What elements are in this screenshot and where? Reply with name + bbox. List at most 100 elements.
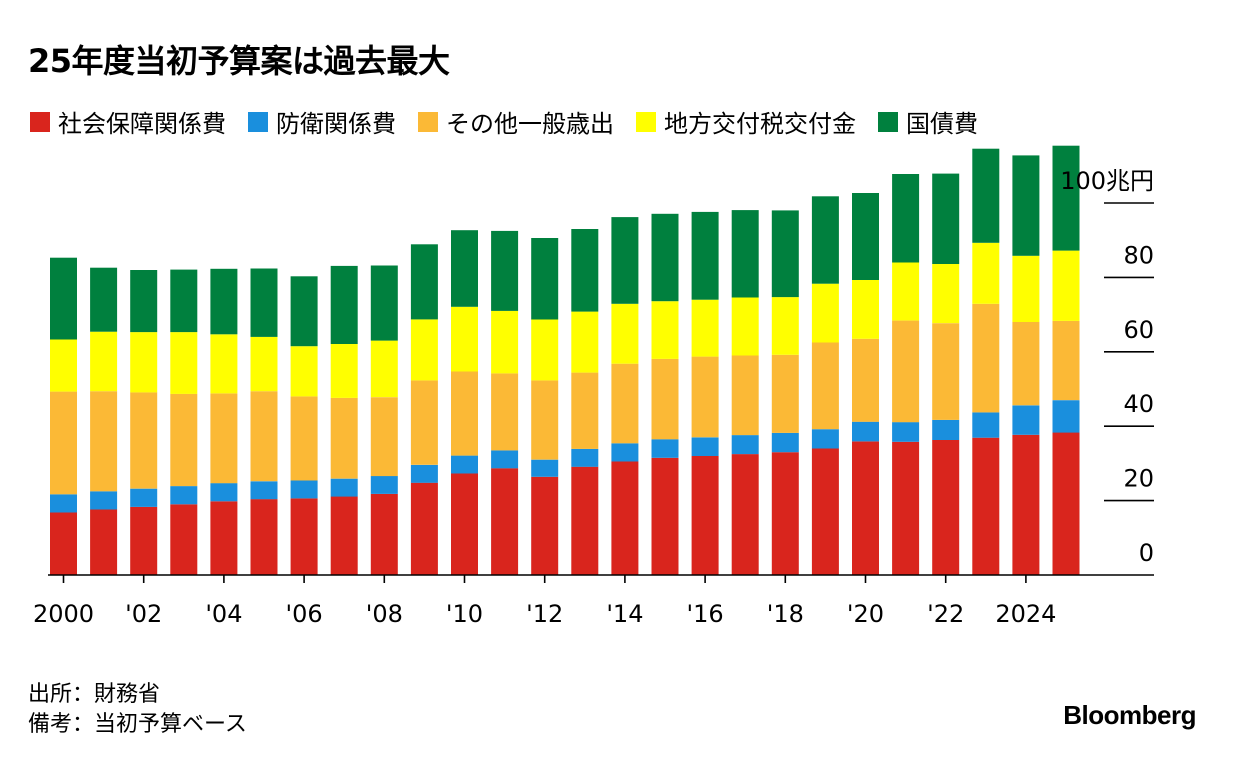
bar-defense-2005 (250, 481, 278, 500)
y-tick-label-0: 0 (1139, 539, 1154, 567)
bar-social-security-2008 (370, 493, 398, 575)
bar-local-allocation-tax-2021 (892, 262, 920, 321)
bar-other-expenditure-2012 (531, 380, 559, 460)
bar-other-expenditure-2011 (491, 373, 519, 451)
bar-other-expenditure-2021 (892, 320, 920, 423)
bar-defense-2017 (731, 435, 759, 455)
bar-defense-2025 (1052, 400, 1080, 433)
bar-social-security-2014 (611, 461, 639, 575)
bar-social-security-2022 (932, 440, 960, 575)
bar-debt-service-2022 (932, 173, 960, 264)
bar-social-security-2015 (651, 457, 679, 575)
bar-other-expenditure-2002 (130, 392, 158, 489)
bar-social-security-2016 (691, 456, 719, 575)
bar-local-allocation-tax-2006 (290, 346, 318, 397)
bar-debt-service-2024 (1012, 155, 1040, 256)
bar-defense-2004 (210, 483, 238, 502)
bar-defense-2002 (130, 488, 158, 507)
bar-debt-service-2023 (972, 148, 1000, 243)
y-tick-label-100: 100兆円 (1060, 167, 1154, 195)
x-tick-label-2020: '20 (847, 600, 884, 628)
x-tick-label-2012: '12 (526, 600, 563, 628)
bar-other-expenditure-2022 (932, 323, 960, 420)
bar-debt-service-2019 (811, 196, 839, 284)
legend-item-debt-service: 国債費 (878, 104, 978, 139)
bar-debt-service-2008 (370, 265, 398, 341)
x-tick-label-2006: '06 (286, 600, 323, 628)
bar-other-expenditure-2004 (210, 393, 238, 484)
legend-label-other-expenditure: その他一般歳出 (446, 110, 614, 138)
legend-swatch-other-expenditure (418, 111, 438, 132)
bar-local-allocation-tax-2020 (852, 280, 879, 339)
bar-local-allocation-tax-2011 (491, 310, 519, 374)
legend-item-defense: 防衛関係費 (248, 104, 396, 139)
legend-label-social-security: 社会保障関係費 (58, 110, 226, 138)
bar-defense-2009 (410, 464, 438, 483)
legend: 社会保障関係費 防衛関係費 その他一般歳出 地方交付税交付金 国債費 (30, 104, 1000, 139)
bar-defense-2015 (651, 439, 679, 458)
bar-debt-service-2003 (170, 269, 198, 333)
y-tick-label-40: 40 (1123, 390, 1154, 418)
bar-debt-service-2010 (451, 230, 478, 307)
bar-social-security-2012 (531, 476, 559, 575)
x-tick-label-2024: 2024 (995, 600, 1056, 628)
source-note: 出所：財務省 (28, 682, 161, 707)
bar-other-expenditure-2023 (972, 303, 1000, 413)
bar-defense-2022 (932, 419, 960, 440)
x-tick-label-2002: '02 (125, 600, 162, 628)
legend-item-local-allocation-tax: 地方交付税交付金 (636, 104, 856, 139)
bar-local-allocation-tax-2009 (410, 319, 438, 381)
bar-debt-service-2007 (330, 265, 358, 344)
bar-debt-service-2006 (290, 276, 318, 347)
bar-social-security-2024 (1012, 434, 1040, 575)
bar-other-expenditure-2009 (410, 380, 438, 465)
bar-local-allocation-tax-2010 (451, 306, 478, 372)
bar-other-expenditure-2017 (731, 355, 759, 436)
bar-local-allocation-tax-2013 (571, 311, 599, 373)
bar-social-security-2009 (410, 482, 438, 575)
bar-debt-service-2017 (731, 210, 759, 298)
x-tick-label-2022: '22 (927, 600, 964, 628)
bar-other-expenditure-2016 (691, 356, 719, 438)
x-tick-label-2018: '18 (767, 600, 804, 628)
remarks-note: 備考：当初予算ベース (28, 712, 247, 737)
bar-defense-2019 (811, 429, 839, 449)
bloomberg-logo: Bloomberg (1063, 700, 1196, 730)
bar-local-allocation-tax-2023 (972, 242, 1000, 304)
bar-local-allocation-tax-2016 (691, 299, 719, 357)
bar-defense-2011 (491, 450, 519, 469)
bar-other-expenditure-2014 (611, 363, 639, 444)
bar-social-security-2003 (170, 504, 198, 575)
bar-other-expenditure-2013 (571, 372, 599, 449)
bar-other-expenditure-2005 (250, 391, 278, 482)
bar-other-expenditure-2020 (852, 338, 879, 422)
bar-stack-layer (50, 145, 1080, 575)
legend-item-other-expenditure: その他一般歳出 (418, 104, 614, 139)
bar-local-allocation-tax-2012 (531, 319, 559, 381)
bar-local-allocation-tax-2003 (170, 332, 198, 394)
bar-defense-2024 (1012, 405, 1040, 435)
bar-defense-2006 (290, 480, 318, 499)
y-tick-label-20: 20 (1123, 465, 1154, 493)
bar-other-expenditure-2001 (90, 391, 118, 492)
bar-local-allocation-tax-2015 (651, 301, 679, 359)
bar-social-security-2005 (250, 499, 278, 575)
bar-debt-service-2014 (611, 217, 639, 304)
bar-debt-service-2020 (852, 193, 879, 280)
bar-defense-2013 (571, 448, 599, 467)
legend-swatch-social-security (30, 111, 50, 132)
bar-local-allocation-tax-2022 (932, 264, 960, 324)
bar-social-security-2021 (892, 441, 920, 575)
legend-swatch-defense (248, 111, 268, 132)
legend-label-defense: 防衛関係費 (276, 110, 396, 138)
bar-defense-2023 (972, 412, 1000, 438)
bar-other-expenditure-2006 (290, 396, 318, 481)
bar-other-expenditure-2008 (370, 397, 398, 477)
x-tick-label-2014: '14 (606, 600, 643, 628)
bar-debt-service-2016 (691, 211, 719, 300)
bar-defense-2021 (892, 422, 920, 442)
x-tick-label-2016: '16 (687, 600, 724, 628)
bar-other-expenditure-2025 (1052, 320, 1080, 401)
bar-debt-service-2004 (210, 268, 238, 335)
bar-defense-2008 (370, 476, 398, 494)
